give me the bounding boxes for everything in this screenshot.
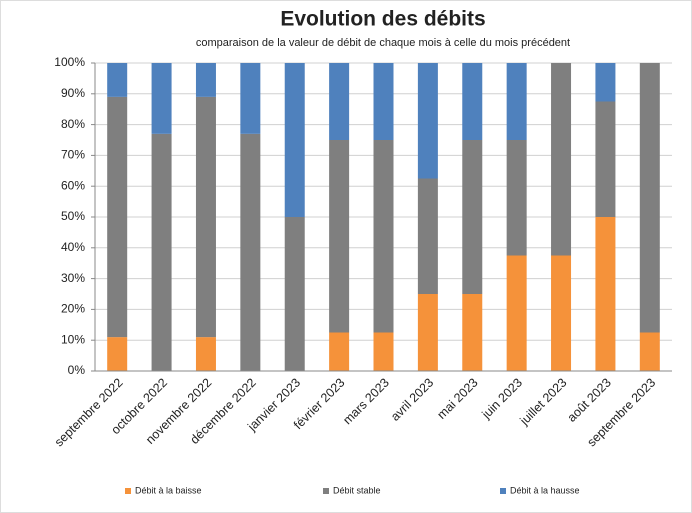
legend-label: Débit à la baisse bbox=[135, 485, 202, 495]
bar-segment bbox=[373, 332, 394, 371]
bar-segment bbox=[373, 140, 394, 333]
bar-segment bbox=[595, 63, 616, 102]
bar-segment bbox=[195, 63, 216, 97]
bar-segment bbox=[595, 217, 616, 371]
chart-title: Evolution des débits bbox=[280, 8, 485, 31]
y-tick-label: 30% bbox=[61, 271, 85, 285]
bar-segment bbox=[639, 63, 660, 333]
bar-segment bbox=[506, 255, 527, 371]
legend-swatch bbox=[125, 488, 131, 494]
bar-segment bbox=[195, 96, 216, 338]
bar-segment bbox=[329, 140, 350, 333]
bar-segment bbox=[329, 63, 350, 140]
bar-segment bbox=[417, 63, 438, 179]
y-tick-label: 10% bbox=[61, 332, 85, 346]
y-tick-label: 70% bbox=[61, 148, 85, 162]
bar-segment bbox=[240, 63, 261, 134]
bar-segment bbox=[107, 63, 128, 97]
bar-segment bbox=[639, 332, 660, 371]
chart-subtitle: comparaison de la valeur de débit de cha… bbox=[196, 37, 570, 49]
y-tick-label: 80% bbox=[61, 117, 85, 131]
bar-segment bbox=[595, 101, 616, 217]
bar-segment bbox=[462, 140, 483, 294]
bar-segment bbox=[551, 255, 572, 371]
y-tick-label: 50% bbox=[61, 209, 85, 223]
y-tick-label: 100% bbox=[54, 55, 85, 69]
bar-segment bbox=[107, 96, 128, 338]
bar-segment bbox=[329, 332, 350, 371]
bar-segment bbox=[284, 63, 305, 217]
y-tick-label: 90% bbox=[61, 86, 85, 100]
bar-segment bbox=[284, 217, 305, 371]
y-tick-label: 0% bbox=[68, 363, 86, 377]
bar-segment bbox=[107, 337, 128, 371]
bar-segment bbox=[462, 63, 483, 140]
bar-segment bbox=[240, 133, 261, 371]
y-tick-label: 40% bbox=[61, 240, 85, 254]
y-tick-label: 60% bbox=[61, 178, 85, 192]
bar-segment bbox=[195, 337, 216, 371]
bar-segment bbox=[151, 133, 172, 371]
bar-segment bbox=[417, 178, 438, 294]
bar-segment bbox=[151, 63, 172, 134]
legend-label: Débit stable bbox=[333, 485, 381, 495]
bar-segment bbox=[551, 63, 572, 256]
bar-segment bbox=[417, 294, 438, 371]
legend-swatch bbox=[500, 488, 506, 494]
legend-label: Débit à la hausse bbox=[510, 485, 580, 495]
bar-segment bbox=[506, 63, 527, 140]
bar-segment bbox=[506, 140, 527, 256]
bar-segment bbox=[373, 63, 394, 140]
bar-segment bbox=[462, 294, 483, 371]
y-tick-label: 20% bbox=[61, 302, 85, 316]
legend-swatch bbox=[323, 488, 329, 494]
